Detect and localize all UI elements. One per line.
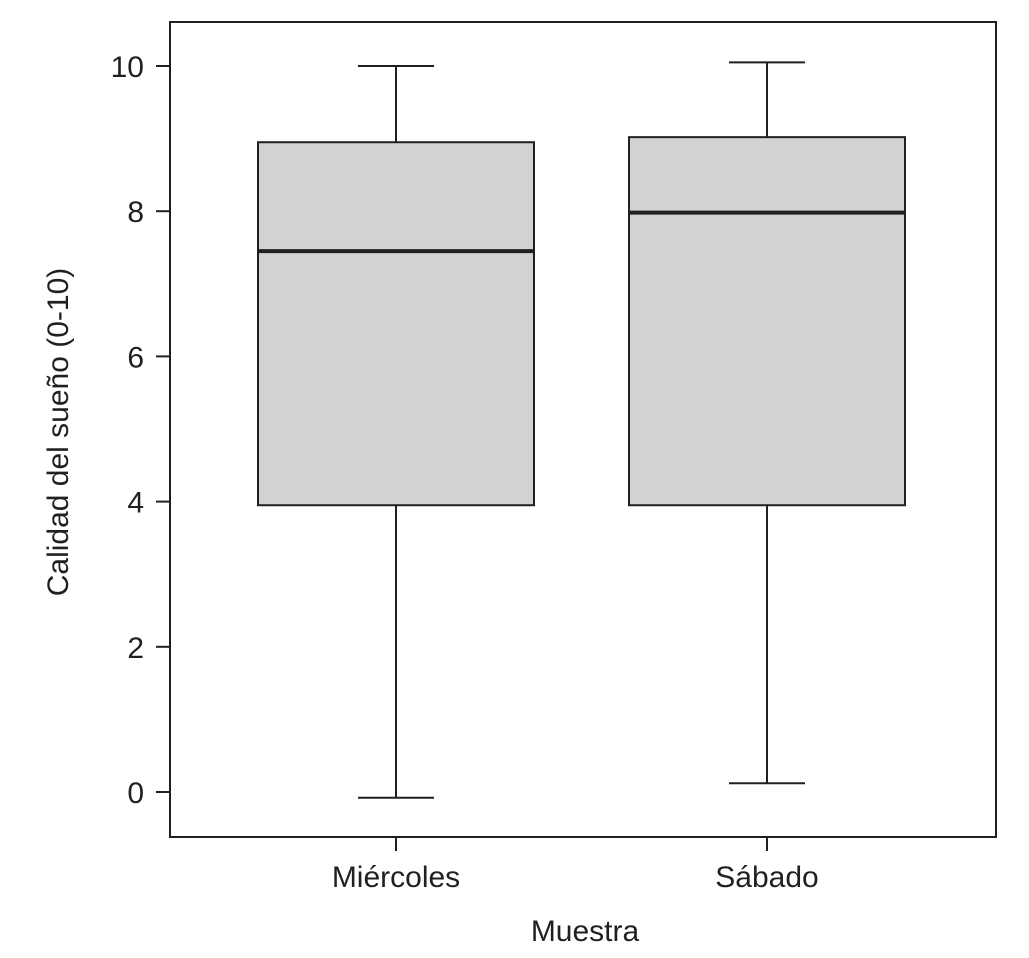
plot-frame: [169, 21, 997, 838]
y-tick-label: 0: [127, 777, 144, 810]
x-axis-title: Muestra: [531, 915, 640, 948]
y-tick-label: 8: [127, 196, 144, 229]
box-1: [257, 65, 535, 799]
boxes: [257, 61, 906, 799]
y-tick-label: 6: [127, 341, 144, 374]
y-axis: 0 2 4 6 8 10: [111, 51, 170, 810]
iqr-box: [628, 136, 906, 507]
x-axis: Miércoles Sábado: [332, 837, 819, 894]
iqr-box: [257, 141, 535, 507]
y-axis-title: Calidad del sueño (0-10): [42, 268, 75, 597]
y-tick-label: 4: [127, 487, 144, 520]
y-tick-label: 2: [127, 632, 144, 665]
x-tick-label: Miércoles: [332, 861, 460, 894]
y-tick-label: 10: [111, 51, 144, 84]
box-2: [628, 61, 906, 785]
x-tick-label: Sábado: [715, 861, 818, 894]
